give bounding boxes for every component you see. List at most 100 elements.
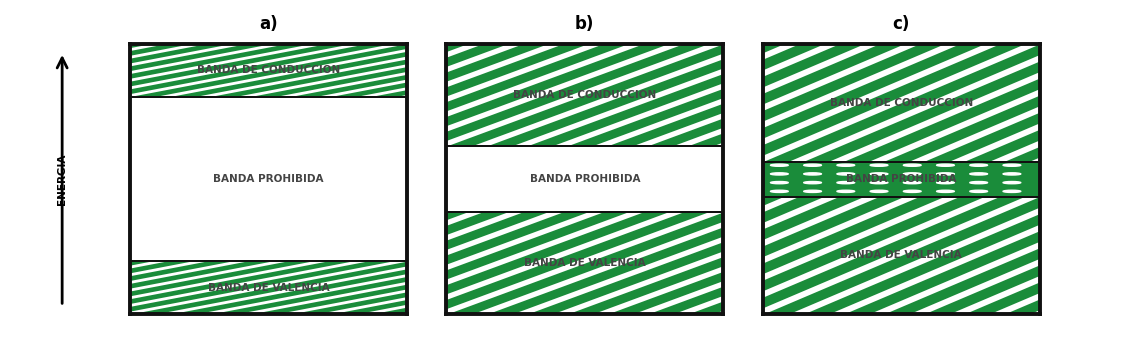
Polygon shape (151, 44, 444, 146)
Polygon shape (758, 262, 1051, 314)
Polygon shape (0, 44, 87, 97)
Polygon shape (508, 197, 800, 314)
Polygon shape (1070, 197, 1130, 314)
Polygon shape (558, 44, 850, 97)
Circle shape (803, 182, 822, 184)
Polygon shape (397, 44, 689, 97)
Circle shape (1003, 182, 1020, 184)
Polygon shape (1029, 197, 1130, 314)
Circle shape (837, 190, 854, 192)
Circle shape (937, 164, 955, 166)
Polygon shape (192, 212, 484, 314)
Circle shape (903, 190, 921, 192)
Polygon shape (428, 197, 720, 314)
Polygon shape (914, 212, 1130, 314)
Polygon shape (1115, 44, 1130, 146)
Circle shape (1003, 164, 1020, 166)
Polygon shape (76, 262, 368, 314)
Polygon shape (709, 44, 1001, 162)
Polygon shape (1115, 212, 1130, 314)
Polygon shape (834, 212, 1125, 314)
Polygon shape (910, 197, 1130, 314)
Polygon shape (793, 212, 1086, 314)
Polygon shape (353, 212, 644, 314)
Circle shape (870, 164, 888, 166)
Polygon shape (955, 44, 1130, 146)
Polygon shape (0, 262, 128, 314)
Polygon shape (468, 197, 760, 314)
Polygon shape (232, 212, 524, 314)
Polygon shape (910, 44, 1130, 162)
Polygon shape (428, 44, 720, 162)
Circle shape (937, 182, 955, 184)
Polygon shape (955, 212, 1130, 314)
Polygon shape (633, 212, 925, 314)
Circle shape (771, 164, 789, 166)
Polygon shape (949, 44, 1130, 162)
Polygon shape (673, 212, 965, 314)
Polygon shape (392, 44, 685, 146)
Polygon shape (31, 44, 323, 146)
Polygon shape (112, 44, 403, 146)
Polygon shape (236, 44, 529, 97)
Polygon shape (347, 44, 640, 162)
Polygon shape (869, 44, 1130, 162)
Polygon shape (598, 262, 890, 314)
Text: c): c) (893, 15, 910, 33)
Polygon shape (197, 262, 488, 314)
Polygon shape (116, 44, 408, 97)
Polygon shape (437, 262, 729, 314)
Circle shape (837, 164, 854, 166)
Polygon shape (272, 44, 564, 146)
Polygon shape (76, 44, 368, 97)
Polygon shape (437, 44, 729, 97)
Polygon shape (36, 44, 328, 97)
Polygon shape (628, 197, 921, 314)
Polygon shape (0, 262, 87, 314)
Polygon shape (875, 212, 1130, 314)
Polygon shape (151, 212, 444, 314)
Polygon shape (272, 212, 564, 314)
Polygon shape (789, 44, 1081, 162)
Polygon shape (112, 212, 403, 314)
Polygon shape (1110, 197, 1130, 314)
Polygon shape (598, 44, 890, 97)
Polygon shape (869, 197, 1130, 314)
Polygon shape (388, 197, 679, 314)
Polygon shape (316, 44, 609, 97)
Polygon shape (593, 212, 885, 314)
Polygon shape (312, 212, 605, 314)
Polygon shape (1110, 44, 1130, 162)
Polygon shape (673, 44, 965, 146)
Text: BANDA PROHIBIDA: BANDA PROHIBIDA (846, 174, 956, 184)
Text: a): a) (259, 15, 278, 33)
Polygon shape (508, 44, 800, 162)
Polygon shape (468, 44, 760, 162)
Polygon shape (0, 44, 208, 97)
Circle shape (903, 182, 921, 184)
Circle shape (903, 164, 921, 166)
Polygon shape (719, 262, 1010, 314)
Polygon shape (518, 262, 809, 314)
Polygon shape (0, 44, 167, 97)
Polygon shape (0, 44, 128, 97)
Polygon shape (0, 262, 46, 314)
Polygon shape (312, 44, 605, 146)
Circle shape (1003, 190, 1020, 192)
Polygon shape (754, 212, 1045, 314)
Polygon shape (156, 262, 449, 314)
Polygon shape (71, 212, 364, 314)
Polygon shape (914, 44, 1130, 146)
Circle shape (870, 173, 888, 175)
Polygon shape (0, 262, 288, 314)
Polygon shape (633, 44, 925, 146)
Text: BANDA DE CONDUCCION: BANDA DE CONDUCCION (829, 98, 973, 108)
Polygon shape (638, 262, 930, 314)
Polygon shape (513, 212, 805, 314)
Polygon shape (949, 197, 1130, 314)
Circle shape (870, 190, 888, 192)
Polygon shape (990, 197, 1130, 314)
Circle shape (970, 173, 988, 175)
Circle shape (803, 173, 822, 175)
Polygon shape (0, 262, 7, 314)
